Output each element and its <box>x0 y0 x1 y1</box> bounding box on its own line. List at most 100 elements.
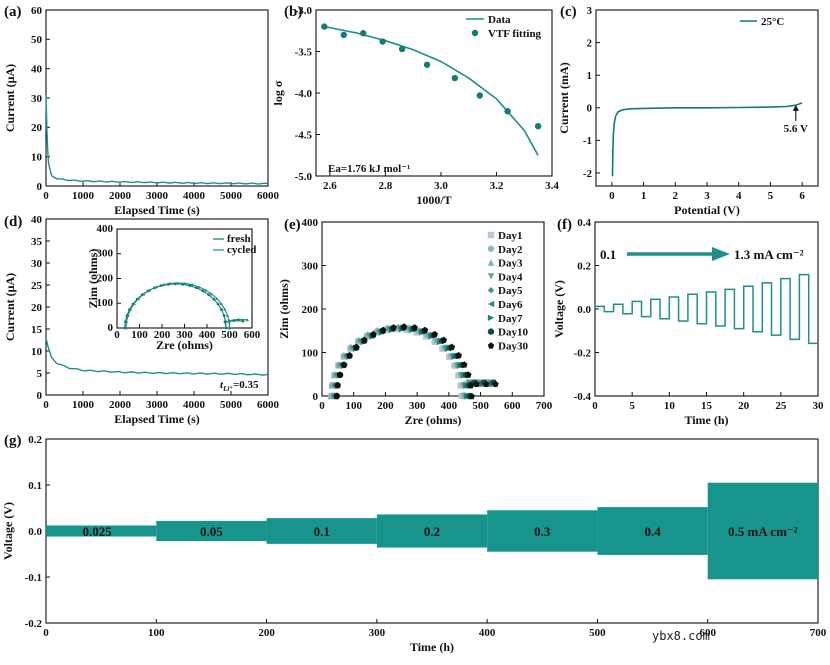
inset-point-cycled <box>215 296 219 300</box>
nyquist-point-day30 <box>461 361 468 368</box>
segment-rate-label-5: 0.3 <box>534 524 551 539</box>
series-line-25C <box>611 102 803 177</box>
nyquist-point-day30 <box>333 392 340 400</box>
legend-label-data: Data <box>488 14 511 26</box>
legend-marker-day7 <box>487 314 495 321</box>
data-point <box>360 30 367 37</box>
watermark: ybx8.com <box>652 629 710 643</box>
x-tick-label: 2.8 <box>379 180 393 192</box>
y-tick-label: 0.0 <box>577 304 591 316</box>
x-tick-label: 600 <box>244 329 261 341</box>
inset-point-fresh <box>166 282 170 286</box>
nyquist-point-day30 <box>448 343 456 351</box>
cycling-segment-4 <box>376 514 488 548</box>
x-axis-title: Elapsed Time (s) <box>114 412 200 426</box>
x-tick-label: 3.0 <box>434 180 448 192</box>
y-tick-label: -0.1 <box>25 572 42 584</box>
x-tick-label: 400 <box>199 329 216 341</box>
inset-point-cycled <box>154 285 158 289</box>
legend-label-25C: 25°C <box>761 16 784 28</box>
inset-point-cycled <box>142 292 146 296</box>
y-tick-label: 35 <box>31 236 43 248</box>
nyquist-point-day30 <box>334 381 341 389</box>
y-axis-title: Zim (ohms) <box>86 249 100 309</box>
nyquist-point-day30 <box>380 326 387 334</box>
nyquist-tail-point-day30 <box>492 380 499 388</box>
x-tick-label: 1 <box>641 190 647 202</box>
x-tick-label: 0 <box>43 190 49 202</box>
inset-point-fresh <box>195 286 198 290</box>
x-tick-label: 700 <box>810 627 827 639</box>
legend-marker-day6 <box>487 300 495 308</box>
x-tick-label: 400 <box>441 400 458 412</box>
inset-point-cycled <box>176 281 180 285</box>
inset-point-cycled <box>219 302 223 306</box>
cycling-segment-2 <box>156 520 267 542</box>
y-tick-label: 5 <box>37 368 43 380</box>
y-tick-label: 50 <box>31 34 43 46</box>
plot-frame <box>45 9 269 187</box>
y-tick-label: 2 <box>587 37 593 49</box>
x-tick-label: 0 <box>592 400 598 412</box>
inset-point-fresh <box>188 284 192 288</box>
y-tick-label: -3.0 <box>295 5 313 17</box>
inset-point-fresh <box>232 319 236 322</box>
inset-point-cycled <box>227 326 232 330</box>
y-tick-label: 300 <box>302 260 319 272</box>
inset-point-cycled <box>227 318 232 322</box>
cycling-segment-5 <box>487 510 598 552</box>
y-tick-label: -1 <box>583 135 592 147</box>
y-tick-label: 300 <box>97 248 114 260</box>
inset-point-fresh <box>241 319 245 323</box>
panel-label: (e) <box>284 217 301 233</box>
nyquist-point-day30 <box>346 351 353 359</box>
x-axis-title: Time (h) <box>410 640 454 654</box>
x-axis-title: Zre (ohms) <box>405 413 462 427</box>
x-tick-label: 100 <box>148 627 165 639</box>
panel-label: (b) <box>284 4 302 20</box>
y-tick-label: -4.5 <box>295 129 313 141</box>
breakdown-voltage-annotation: 5.6 V <box>784 123 808 135</box>
segment-rate-label-4: 0.2 <box>424 524 440 539</box>
legend-label-fit: VTF fitting <box>488 28 542 40</box>
x-tick-label: 600 <box>699 627 716 639</box>
nyquist-point-day30 <box>440 336 448 343</box>
y-axis-title: Voltage (V) <box>552 280 566 338</box>
data-point <box>476 92 484 99</box>
y-tick-label: 40 <box>31 214 43 226</box>
y-tick-label: 15 <box>31 324 43 336</box>
data-point <box>379 38 386 45</box>
legend-label-day1: Day1 <box>498 230 522 242</box>
y-tick-label: 100 <box>97 297 114 309</box>
nyquist-point-day30 <box>468 392 475 400</box>
y-tick-label: 100 <box>302 347 319 359</box>
panel-g: (g) 0 100 200 300 400 500 600 700 -0.2 -0.1 0.0 0.1 0… <box>1 433 827 654</box>
panel-f: (f) 0 5 10 15 20 25 30 -0.4 -0.2 0.0 0.2 0.4 Time (h)… <box>552 217 824 427</box>
inset-point-cycled <box>161 283 165 287</box>
segment-rate-label-7: 0.5 mA cm⁻² <box>728 524 798 539</box>
legend-marker-swatch <box>471 29 479 37</box>
panel-label: (f) <box>557 217 572 233</box>
tspan-val: =0.35 <box>233 379 259 391</box>
cycling-segment-7 <box>707 482 818 580</box>
y-tick-label: 10 <box>31 152 43 164</box>
x-axis-title: Time (h) <box>684 413 728 427</box>
x-tick-label: 400 <box>479 627 496 639</box>
panel-d: (d)0 1000 2000 3000 4000 5000 6000051015202530… <box>3 214 280 426</box>
cycling-segment-1 <box>46 525 157 537</box>
inset-point-cycled <box>124 326 128 330</box>
nyquist-point-day30 <box>361 336 368 343</box>
panel-label: (a) <box>4 4 22 20</box>
panel-label: (d) <box>4 214 22 230</box>
x-tick-label: 3000 <box>146 190 169 202</box>
legend-label-day6: Day6 <box>498 299 523 311</box>
voltage-step-trace <box>595 273 818 345</box>
cycling-segment-3 <box>266 518 377 544</box>
y-axis-title: Current (mA) <box>557 62 571 133</box>
inset-point-fresh <box>201 289 205 293</box>
inset-point-fresh <box>159 284 163 288</box>
y-tick-label: 60 <box>31 5 43 17</box>
nyquist-point-day30 <box>455 351 462 359</box>
